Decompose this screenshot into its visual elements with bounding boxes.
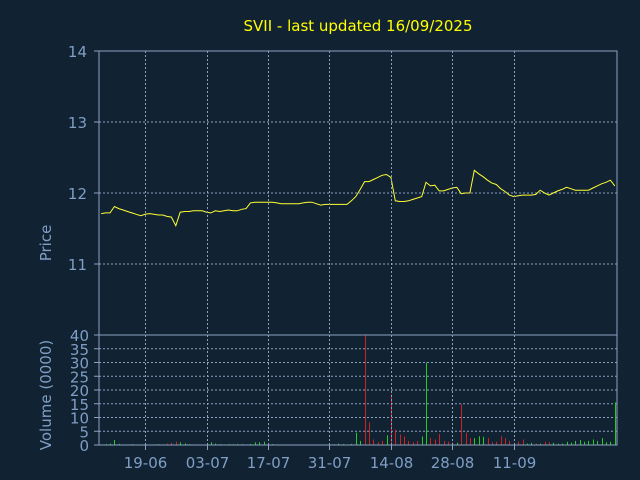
volume-tick-label: 15 xyxy=(70,396,89,414)
x-tick-label: 17-07 xyxy=(247,454,291,472)
volume-tick-label: 25 xyxy=(70,368,89,386)
volume-tick-label: 0 xyxy=(79,437,89,455)
x-tick-label: 19-06 xyxy=(124,454,168,472)
chart-title: SVII - last updated 16/09/2025 xyxy=(244,17,473,35)
x-tick-label: 11-09 xyxy=(493,454,537,472)
volume-tick-label: 40 xyxy=(70,327,89,345)
x-tick-label: 03-07 xyxy=(186,454,230,472)
volume-tick-label: 30 xyxy=(70,355,89,373)
volume-tick-label: 35 xyxy=(70,341,89,359)
price-line xyxy=(101,169,616,227)
price-ylabel: Price xyxy=(37,225,55,262)
price-tick-label: 13 xyxy=(68,114,87,132)
volume-ylabel: Volume (0000) xyxy=(37,340,55,450)
volume-frame xyxy=(98,334,618,446)
price-tick-label: 12 xyxy=(68,185,87,203)
volume-tick-label: 20 xyxy=(70,382,89,400)
price-tick-label: 11 xyxy=(68,256,87,274)
x-axis: 19-06 03-07 17-07 31-07 14-08 28-08 11-09 xyxy=(124,51,537,472)
volume-tick-label: 5 xyxy=(79,423,89,441)
x-tick-label: 31-07 xyxy=(308,454,352,472)
price-y-axis: 11 12 13 14 xyxy=(68,43,99,274)
x-tick-label: 14-08 xyxy=(370,454,414,472)
price-series xyxy=(101,169,616,227)
price-tick-label: 14 xyxy=(68,43,87,61)
volume-tick-label: 10 xyxy=(70,410,89,428)
x-tick-label: 28-08 xyxy=(431,454,475,472)
